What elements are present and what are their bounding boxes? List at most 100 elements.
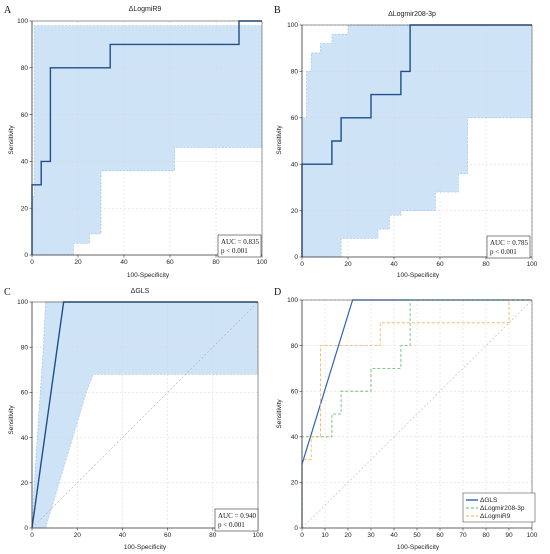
y-tick-label: 40 — [21, 435, 29, 442]
y-tick-label: 0 — [294, 254, 298, 261]
ci-upper-line — [31, 301, 258, 529]
plot-area-a: 0 20 40 60 80 100 0 20 40 60 80 100 — [17, 18, 268, 266]
confidence-band — [302, 25, 532, 257]
x-axis-label-c: 100-Specificity — [124, 544, 167, 551]
y-tick-label: 40 — [21, 159, 29, 166]
x-tick-label: 100 — [527, 532, 538, 539]
y-tick-label: 80 — [21, 344, 29, 351]
y-tick-label: 20 — [21, 205, 29, 212]
x-tick-label: 60 — [164, 532, 172, 539]
x-tick-label: 0 — [30, 259, 34, 266]
y-axis-label-b: Sensitivity — [276, 125, 283, 155]
x-tick-label: 70 — [459, 532, 467, 539]
x-tick-label: 40 — [120, 259, 128, 266]
y-tick-label: 60 — [21, 390, 29, 397]
legend-label-gls: ΔGLS — [480, 497, 498, 504]
y-tick-label: 100 — [17, 18, 28, 25]
panel-letter-a: A — [4, 5, 12, 16]
auc-value-a: AUC = 0.835 — [221, 238, 259, 246]
legend-label-mir9: ΔLogmiR9 — [480, 513, 511, 520]
chart-title-a: ΔLogmiR9 — [129, 6, 162, 13]
plot-area-c: 0 20 40 60 80 100 0 20 40 60 80 100 — [17, 299, 264, 539]
y-tick-label: 60 — [291, 388, 299, 395]
y-tick-label: 0 — [294, 525, 298, 532]
y-tick-label: 0 — [24, 252, 28, 259]
x-tick-label: 80 — [212, 259, 220, 266]
y-tick-label: 80 — [291, 343, 299, 350]
x-tick-label: 20 — [344, 532, 352, 539]
p-value-b: p < 0.001 — [490, 248, 517, 256]
y-axis-label-c: Sensitivity — [8, 405, 15, 435]
auc-value-b: AUC = 0.785 — [490, 239, 528, 247]
y-tick-label: 100 — [17, 299, 28, 306]
chart-title-b: ΔLogmir208-3p — [388, 11, 436, 18]
panel-letter-c: C — [4, 287, 11, 298]
x-tick-label: 100 — [257, 259, 268, 266]
roc-curve — [301, 24, 532, 257]
y-tick-label: 80 — [21, 65, 29, 72]
x-tick-label: 100 — [253, 532, 264, 539]
x-tick-label: 40 — [390, 532, 398, 539]
x-axis-label-b: 100-Specificity — [397, 272, 440, 279]
reference-line — [301, 299, 533, 529]
x-tick-label: 80 — [209, 532, 217, 539]
roc-curve-1 — [301, 299, 532, 528]
x-tick-label: 60 — [436, 532, 444, 539]
legend-label-mir208: ΔLogmir208-3p — [480, 505, 525, 512]
x-tick-label: 10 — [321, 532, 329, 539]
p-value-c: p < 0.001 — [218, 521, 245, 529]
panel-d: 0 10 20 30 40 50 60 70 80 90 100 0 20 40 60 80 100 D 100… — [274, 287, 538, 551]
auc-box-c — [214, 508, 259, 532]
y-tick-label: 20 — [291, 208, 299, 215]
ci-lower-line — [32, 147, 262, 256]
auc-value-c: AUC = 0.940 — [218, 512, 256, 520]
x-tick-label: 90 — [505, 532, 513, 539]
y-axis-label-d: Sensitivity — [276, 399, 283, 429]
plot-area-d: 0 10 20 30 40 50 60 70 80 90 100 0 20 40 60 80 100 — [287, 297, 538, 539]
auc-box-a — [217, 234, 262, 258]
y-tick-label: 0 — [24, 525, 28, 532]
panel-b: 0 20 40 60 80 100 0 20 40 60 80 100 B ΔLogmir208-3p… — [274, 5, 538, 279]
x-tick-label: 60 — [166, 259, 174, 266]
x-tick-label: 60 — [436, 261, 444, 268]
x-tick-label: 20 — [344, 261, 352, 268]
panel-letter-d: D — [274, 287, 281, 298]
x-tick-label: 80 — [482, 532, 490, 539]
p-value-a: p < 0.001 — [221, 247, 248, 255]
y-tick-label: 100 — [287, 297, 298, 304]
roc-curve-2 — [301, 299, 532, 528]
panel-letter-b: B — [274, 5, 281, 16]
y-tick-label: 20 — [291, 480, 299, 487]
x-axis-label-a: 100-Specificity — [127, 272, 170, 279]
x-tick-label: 20 — [74, 259, 82, 266]
y-tick-label: 60 — [291, 115, 299, 122]
y-tick-label: 40 — [291, 434, 299, 441]
x-tick-label: 0 — [300, 261, 304, 268]
x-tick-label: 30 — [367, 532, 375, 539]
legend-box-d — [462, 492, 536, 523]
ci-upper-line — [301, 24, 532, 257]
roc-curve — [31, 20, 262, 255]
y-tick-label: 60 — [21, 112, 29, 119]
plot-area-b: 0 20 40 60 80 100 0 20 40 60 80 100 — [287, 22, 538, 268]
confidence-band — [32, 25, 262, 256]
x-tick-label: 0 — [30, 532, 34, 539]
x-tick-label: 100 — [527, 261, 538, 268]
x-tick-label: 40 — [119, 532, 127, 539]
y-tick-label: 20 — [21, 480, 29, 487]
reference-line — [31, 301, 259, 529]
y-tick-label: 100 — [287, 22, 298, 29]
confidence-band — [32, 302, 258, 528]
auc-box-b — [486, 235, 531, 259]
x-tick-label: 40 — [390, 261, 398, 268]
x-tick-label: 80 — [482, 261, 490, 268]
panel-a: 0 20 40 60 80 100 0 20 40 60 80 100 A ΔLogmiR9 100-… — [4, 5, 268, 279]
y-axis-label-a: Sensitivity — [8, 125, 15, 155]
panel-c: 0 20 40 60 80 100 0 20 40 60 80 100 C ΔGLS 100-Spec… — [4, 287, 264, 551]
x-axis-label-d: 100-Specificity — [397, 544, 440, 551]
x-tick-label: 0 — [300, 532, 304, 539]
y-tick-label: 40 — [291, 161, 299, 168]
x-tick-label: 20 — [74, 532, 82, 539]
chart-title-c: ΔGLS — [131, 288, 150, 295]
